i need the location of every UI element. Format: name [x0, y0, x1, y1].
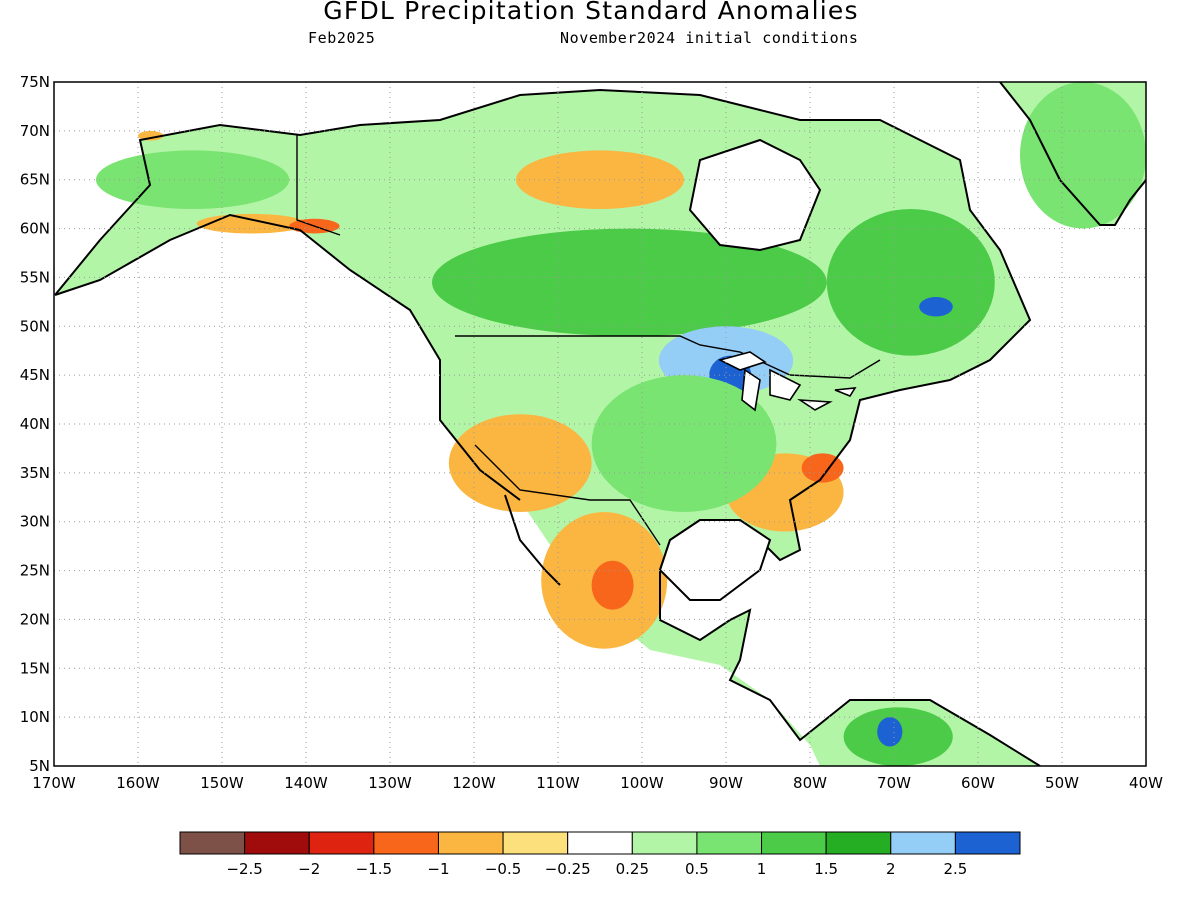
alaska-border	[296, 135, 341, 236]
colorbar-label: −0.5	[485, 860, 521, 878]
graticule	[54, 82, 1146, 766]
lat-tick-label: 5N	[29, 757, 50, 775]
colorbar-label: 2.5	[943, 860, 967, 878]
coastline	[54, 88, 1041, 766]
lat-tick-label: 75N	[20, 73, 50, 91]
colorbar-label: −2	[298, 860, 320, 878]
colorbar-label: −1	[427, 860, 449, 878]
colorbar-label: −1.5	[356, 860, 392, 878]
lon-tick-label: 160W	[116, 774, 160, 792]
colorbar-label: 1.5	[814, 860, 838, 878]
region-alaska-wet	[96, 150, 290, 210]
region-canada-central-wet	[432, 228, 827, 337]
lon-tick-label: 140W	[284, 774, 328, 792]
longitude-labels: 170W 160W 150W 140W 130W 120W 110W 100W 90W 80W 70…	[32, 774, 1163, 792]
forecast-month: Feb2025	[308, 29, 376, 47]
lon-tick-label: 90W	[709, 774, 743, 792]
us-canada-border	[455, 335, 881, 379]
lat-tick-label: 25N	[20, 562, 50, 580]
lat-tick-label: 10N	[20, 708, 50, 726]
colorbar-swatch	[179, 831, 246, 855]
colorbar-label: 2	[886, 860, 896, 878]
colorbar-label: −2.5	[226, 860, 262, 878]
lat-tick-label: 20N	[20, 610, 50, 628]
greenland-coast	[999, 82, 1146, 226]
colorbar: −2.5 −2 −1.5 −1 −0.5 −0.25 0.25 0.5 1 1.5 2 2.5	[179, 831, 1021, 878]
colorbar-swatch	[308, 831, 375, 855]
region-alaska-dry-south	[196, 213, 306, 234]
latitude-labels: 75N 70N 65N 60N 55N 50N 45N 40N 35N 30N 25N 20N 15N 1…	[20, 73, 50, 775]
lon-tick-label: 110W	[536, 774, 580, 792]
colorbar-swatch	[890, 831, 956, 855]
colorbar-label: 1	[757, 860, 767, 878]
lat-tick-label: 35N	[20, 464, 50, 482]
colorbar-label: −0.25	[545, 860, 591, 878]
region-mexico-core	[591, 560, 634, 610]
lon-tick-label: 150W	[200, 774, 244, 792]
region-greenland-wet	[1020, 82, 1146, 229]
region-venezuela-blue	[877, 717, 903, 747]
colorbar-swatch	[696, 831, 763, 855]
region-nc-core	[801, 453, 844, 483]
colorbar-swatch	[825, 831, 892, 855]
colorbar-swatch	[244, 831, 310, 855]
gulf-of-mexico	[658, 519, 772, 601]
lon-tick-label: 70W	[877, 774, 911, 792]
colorbar-swatch	[567, 831, 633, 855]
colorbar-swatch	[437, 831, 504, 855]
colorbar-swatch	[502, 831, 569, 855]
lon-tick-label: 50W	[1045, 774, 1079, 792]
lat-tick-label: 65N	[20, 171, 50, 189]
baja-california	[504, 494, 561, 586]
lat-tick-label: 50N	[20, 317, 50, 335]
lat-tick-label: 45N	[20, 366, 50, 384]
lat-tick-label: 15N	[20, 659, 50, 677]
colorbar-swatch	[373, 831, 439, 855]
anomaly-regions	[96, 82, 1146, 766]
lon-tick-label: 40W	[1129, 774, 1163, 792]
great-lakes	[717, 351, 857, 412]
region-sw-us-dry	[448, 414, 592, 512]
hudson-bay	[688, 138, 822, 252]
lon-tick-label: 100W	[620, 774, 664, 792]
us-mexico-border	[474, 444, 661, 546]
lat-tick-label: 55N	[20, 268, 50, 286]
colorbar-label: 0.5	[685, 860, 709, 878]
colorbar-label: 0.25	[616, 860, 649, 878]
plot-frame	[53, 81, 1147, 767]
region-central-us-wet	[591, 375, 777, 512]
region-quebec-wet	[826, 209, 995, 356]
lat-tick-label: 30N	[20, 513, 50, 531]
lon-tick-label: 170W	[32, 774, 76, 792]
initial-conditions: November2024 initial conditions	[560, 29, 859, 47]
lon-tick-label: 120W	[452, 774, 496, 792]
lat-tick-label: 60N	[20, 220, 50, 238]
lat-tick-label: 70N	[20, 122, 50, 140]
coastline-west	[54, 213, 521, 501]
colorbar-swatch	[954, 831, 1021, 855]
coastlines-and-borders	[54, 82, 1146, 766]
colorbar-swatch	[761, 831, 827, 855]
colorbar-swatch	[631, 831, 698, 855]
region-labrador-deep	[919, 296, 953, 317]
lon-tick-label: 80W	[793, 774, 827, 792]
lon-tick-label: 60W	[961, 774, 995, 792]
lat-tick-label: 40N	[20, 415, 50, 433]
lon-tick-label: 130W	[368, 774, 412, 792]
map-title: GFDL Precipitation Standard Anomalies	[323, 0, 859, 25]
